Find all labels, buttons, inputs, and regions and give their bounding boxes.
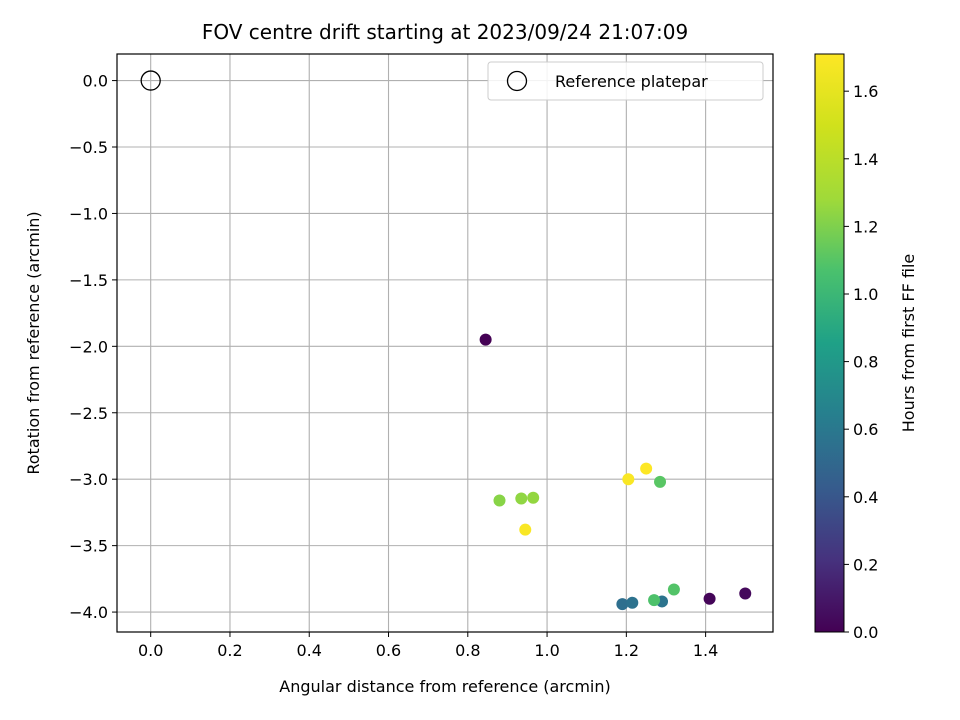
data-point <box>648 594 661 607</box>
x-axis-ticks: 0.0 0.2 0.4 0.6 0.8 1.0 1.2 1.4 <box>138 632 718 660</box>
y-tick-label: −2.0 <box>69 337 108 356</box>
y-tick-label: −4.0 <box>69 603 108 622</box>
y-tick-label: −3.5 <box>69 537 108 556</box>
colorbar: 0.0 0.2 0.4 0.6 0.8 1.0 1.2 1.4 1.6 Hours from f… <box>814 53 918 642</box>
colorbar-gradient <box>814 53 845 633</box>
x-tick-label: 0.2 <box>217 641 242 660</box>
reference-platepar-marker <box>140 70 161 91</box>
scatter-points <box>140 70 752 611</box>
colorbar-tick-label: 0.4 <box>853 488 878 507</box>
data-point <box>667 583 680 596</box>
data-point <box>493 494 506 507</box>
y-tick-label: −1.0 <box>69 204 108 223</box>
colorbar-label: Hours from first FF file <box>899 254 918 433</box>
x-tick-label: 0.6 <box>376 641 401 660</box>
colorbar-ticks: 0.0 0.2 0.4 0.6 0.8 1.0 1.2 1.4 1.6 <box>844 82 878 642</box>
colorbar-tick-label: 1.2 <box>853 217 878 236</box>
data-point <box>616 598 629 611</box>
legend-entry-reference: Reference platepar <box>555 72 708 91</box>
x-tick-label: 1.4 <box>693 641 718 660</box>
data-point <box>703 592 716 605</box>
data-point <box>640 462 653 475</box>
data-point <box>654 475 667 488</box>
x-tick-label: 0.0 <box>138 641 163 660</box>
x-tick-label: 0.8 <box>455 641 480 660</box>
x-axis-label: Angular distance from reference (arcmin) <box>279 677 610 696</box>
data-point <box>622 473 635 486</box>
colorbar-tick-label: 0.0 <box>853 623 878 642</box>
y-tick-label: −2.5 <box>69 404 108 423</box>
y-tick-label: 0.0 <box>83 72 108 91</box>
y-tick-label: −0.5 <box>69 138 108 157</box>
y-axis-label: Rotation from reference (arcmin) <box>24 211 43 474</box>
colorbar-tick-label: 0.2 <box>853 555 878 574</box>
y-tick-label: −1.5 <box>69 271 108 290</box>
data-point <box>739 587 752 600</box>
chart-title: FOV centre drift starting at 2023/09/24 … <box>202 20 688 44</box>
colorbar-tick-label: 1.4 <box>853 150 878 169</box>
y-tick-label: −3.0 <box>69 470 108 489</box>
legend: Reference platepar <box>487 61 764 101</box>
data-point <box>626 596 639 609</box>
data-point <box>519 523 532 536</box>
colorbar-tick-label: 0.8 <box>853 353 878 372</box>
legend-box <box>487 61 764 101</box>
x-tick-label: 1.2 <box>614 641 639 660</box>
plot-area-frame <box>116 53 774 633</box>
grid <box>117 54 773 632</box>
data-point <box>479 333 492 346</box>
colorbar-tick-label: 0.6 <box>853 420 878 439</box>
y-axis-ticks: 0.0 −0.5 −1.0 −1.5 −2.0 −2.5 −3.0 −3.5 −4.0 <box>69 72 117 622</box>
colorbar-tick-label: 1.6 <box>853 82 878 101</box>
x-tick-label: 1.0 <box>534 641 559 660</box>
legend-marker-reference <box>506 70 528 92</box>
x-tick-label: 0.4 <box>297 641 322 660</box>
data-point <box>515 492 528 505</box>
data-point <box>527 491 540 504</box>
colorbar-tick-label: 1.0 <box>853 285 878 304</box>
